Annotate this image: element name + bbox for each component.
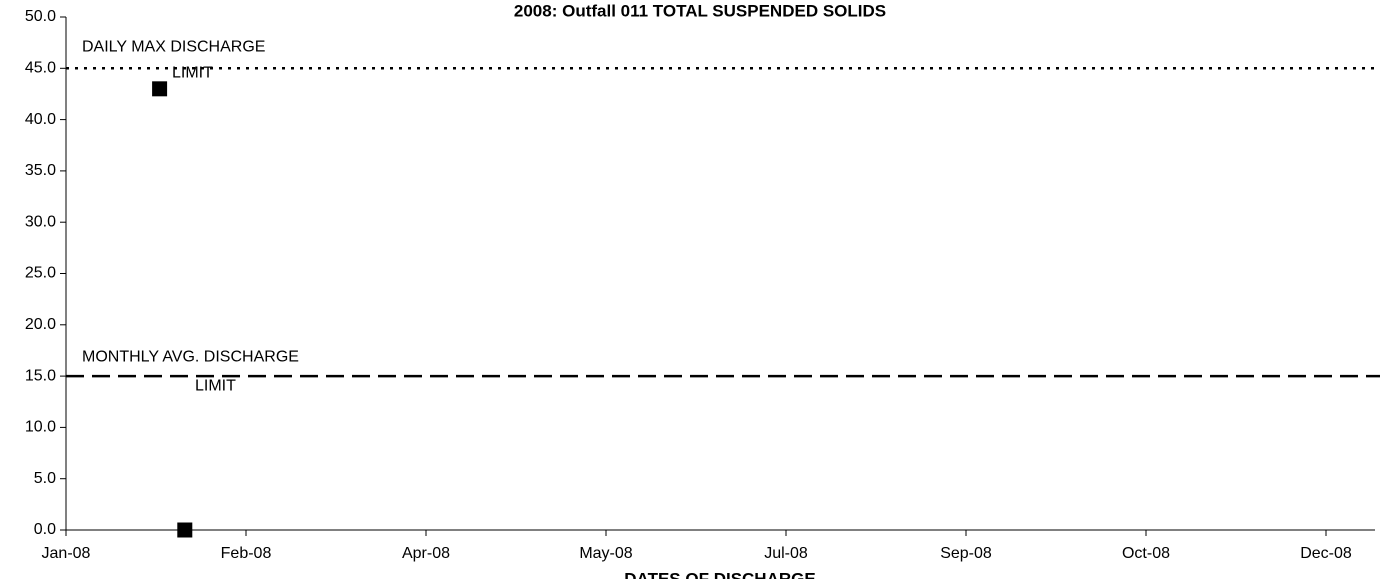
y-tick-label: 30.0 — [25, 213, 56, 230]
reference-label: DAILY MAX DISCHARGE — [82, 39, 265, 56]
x-tick-label: Dec-08 — [1300, 545, 1352, 562]
x-tick-label: May-08 — [579, 545, 632, 562]
y-tick-label: 50.0 — [25, 8, 56, 25]
x-tick-label: Feb-08 — [221, 545, 272, 562]
reference-label: LIMIT — [195, 377, 236, 394]
y-tick-label: 5.0 — [34, 470, 56, 487]
y-tick-label: 15.0 — [25, 367, 56, 384]
reference-label: LIMIT — [172, 65, 213, 82]
x-tick-label: Apr-08 — [402, 545, 450, 562]
y-tick-label: 35.0 — [25, 162, 56, 179]
reference-label: MONTHLY AVG. DISCHARGE — [82, 348, 299, 365]
y-tick-label: 0.0 — [34, 521, 56, 538]
marker — [177, 522, 193, 538]
y-tick-label: 20.0 — [25, 316, 56, 333]
x-tick-label: Oct-08 — [1122, 545, 1170, 562]
x-tick-label: Jul-08 — [764, 545, 808, 562]
y-tick-label: 25.0 — [25, 265, 56, 282]
x-tick-label: Sep-08 — [940, 545, 992, 562]
y-tick-label: 10.0 — [25, 419, 56, 436]
y-tick-label: 40.0 — [25, 111, 56, 128]
x-tick-label: Jan-08 — [42, 545, 91, 562]
marker — [152, 81, 168, 97]
chart-title: 2008: Outfall 011 TOTAL SUSPENDED SOLIDS — [514, 1, 886, 20]
x-axis-label: DATES OF DISCHARGE — [624, 569, 815, 579]
y-tick-label: 45.0 — [25, 60, 56, 77]
